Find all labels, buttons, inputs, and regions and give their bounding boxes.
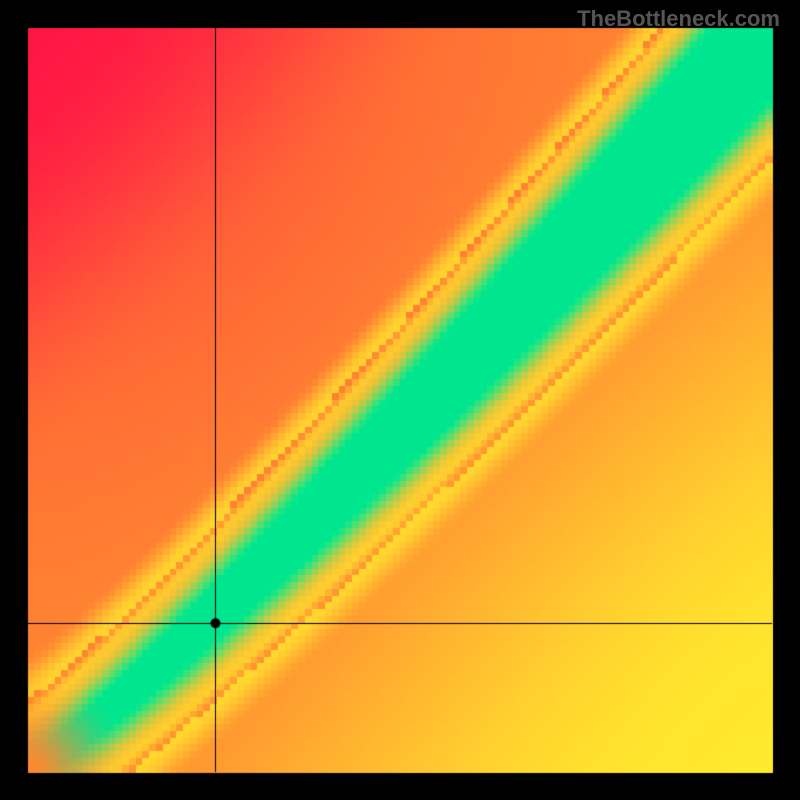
heatmap-canvas [0, 0, 800, 800]
chart-container: TheBottleneck.com [0, 0, 800, 800]
